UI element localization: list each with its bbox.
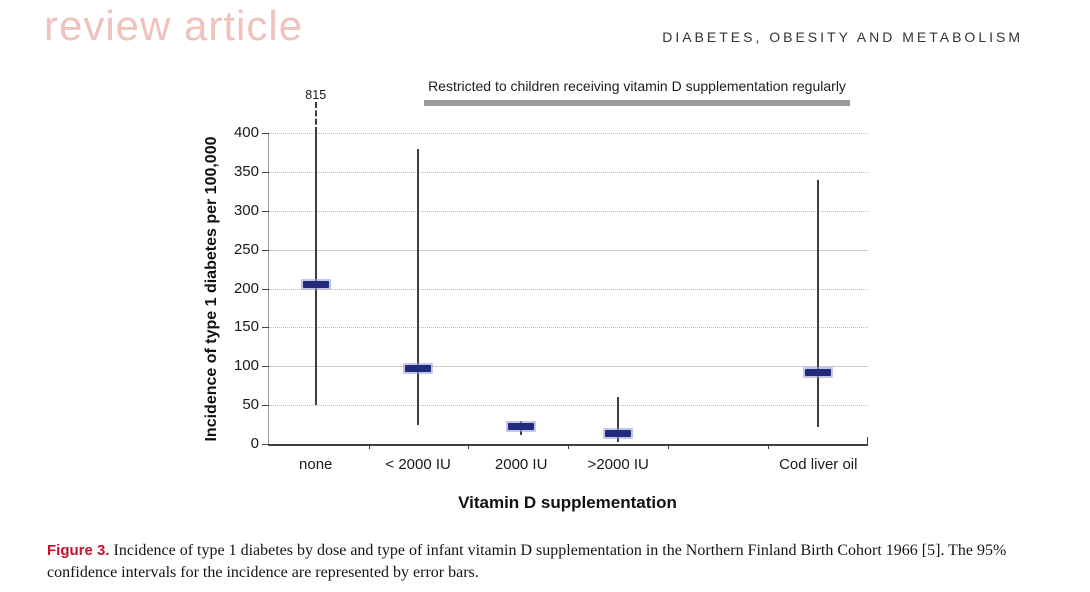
x-axis-tick-2: [567, 444, 569, 449]
x-axis-tick-1: [467, 444, 469, 449]
y-tick-label-50: 50: [242, 396, 259, 414]
y-axis-tick-0: [262, 444, 269, 445]
gridline-300: [269, 210, 868, 212]
figure-caption: Figure 3. Incidence of type 1 diabetes b…: [47, 540, 1055, 584]
y-tick-label-400: 400: [233, 124, 259, 141]
x-category-label-2: 2000 IU: [494, 456, 548, 473]
gridline-400: [269, 133, 868, 134]
x-axis-tick-3: [667, 444, 669, 449]
y-axis-tick-200: [262, 288, 269, 290]
x-category-label-3: >2000 IU: [587, 456, 649, 473]
x-category-label-1: < 2000 IU: [385, 456, 451, 473]
y-tick-label-150: 150: [233, 318, 259, 336]
figure-caption-label: Figure 3.: [47, 542, 110, 559]
y-axis-tick-350: [262, 171, 269, 173]
y-tick-label-0: 0: [250, 435, 259, 452]
y-axis-tick-50: [262, 405, 269, 407]
error-bar-offscale-dash-0: [314, 102, 317, 133]
gridline-50: [269, 405, 868, 407]
section-heading-review-article: review article: [44, 2, 304, 49]
data-point-marker-4: [805, 368, 832, 376]
gridline-200: [269, 288, 868, 290]
offscale-value-label: 815: [305, 88, 327, 102]
data-point-marker-2: [508, 423, 535, 431]
x-category-label-0: none: [299, 456, 333, 473]
y-tick-label-250: 250: [233, 240, 259, 258]
y-tick-label-350: 350: [233, 162, 259, 180]
y-axis-tick-150: [262, 327, 269, 329]
figure-caption-text: Incidence of type 1 diabetes by dose and…: [47, 542, 1007, 582]
y-axis-tick-400: [262, 133, 269, 134]
gridline-250: [269, 249, 868, 251]
x-category-label-4: Cod liver oil: [779, 456, 858, 473]
gridline-150: [269, 327, 868, 329]
x-axis-title: Vitamin D supplementation: [458, 493, 677, 512]
x-axis-tick-0: [369, 444, 371, 449]
y-axis-tick-300: [262, 210, 269, 212]
y-axis-tick-100: [262, 366, 269, 368]
x-axis-end-tick: [867, 437, 868, 444]
data-point-marker-0: [302, 281, 329, 289]
gridline-100: [269, 366, 868, 368]
data-point-marker-1: [405, 365, 432, 373]
y-tick-label-100: 100: [233, 357, 259, 375]
y-axis-tick-250: [262, 249, 269, 251]
error-bar-3: [617, 397, 620, 443]
annotation-span-bar: [424, 100, 850, 106]
chart-annotation-text: Restricted to children receiving vitamin…: [428, 78, 846, 94]
y-tick-label-300: 300: [233, 201, 259, 219]
error-bar-4: [817, 179, 820, 427]
error-bar-0: [314, 133, 317, 406]
x-axis-tick-4: [767, 444, 769, 449]
data-point-marker-3: [605, 429, 632, 437]
y-tick-label-200: 200: [233, 279, 259, 297]
gridline-350: [269, 171, 868, 173]
error-bar-1: [417, 148, 420, 425]
journal-title: DIABETES, OBESITY AND METABOLISM: [662, 29, 1023, 45]
plot-area: 0 50 100 150 200 250 300 350 400 none < 2000 IU 200…: [234, 88, 868, 473]
